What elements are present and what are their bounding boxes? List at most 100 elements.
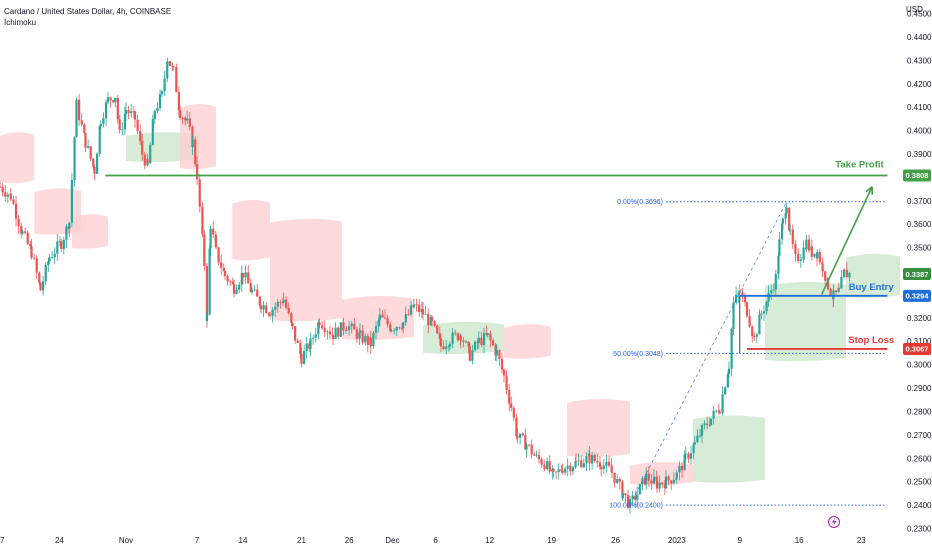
y-tick-label: 0.3100: [907, 337, 932, 346]
candle-body: [794, 253, 797, 254]
candle-body: [231, 281, 234, 284]
candle-body: [543, 465, 546, 470]
y-tick-label: 0.2800: [907, 407, 932, 416]
candle-body: [339, 322, 342, 337]
candle-body: [198, 179, 201, 203]
candle-body: [535, 454, 538, 456]
candle-body: [271, 309, 274, 316]
candle-body: [780, 223, 784, 240]
y-tick-label: 0.2400: [907, 501, 932, 510]
candle-body: [208, 248, 211, 315]
candle-body: [214, 246, 218, 248]
candle-body: [191, 139, 194, 147]
candle-body: [20, 226, 23, 234]
candle-body: [175, 66, 178, 93]
candle-body: [480, 337, 483, 346]
candle-body: [510, 403, 513, 409]
candle-body: [751, 326, 754, 337]
candle-body: [770, 290, 773, 294]
x-tick-label: 16: [795, 536, 804, 545]
candle-body: [106, 97, 110, 103]
candle-body: [772, 289, 775, 291]
candle-body: [548, 461, 551, 472]
cloud-segment: [270, 218, 342, 322]
candle-body: [29, 243, 32, 247]
candle-body: [83, 124, 86, 134]
candle-body: [156, 107, 159, 111]
fibonacci-retracement: 0.00%(0.3696) 50.00%(0.3048) 100.00%(0.240…: [609, 199, 887, 510]
lightning-icon[interactable]: [828, 516, 840, 528]
candle-body: [692, 444, 695, 454]
candle-body: [53, 253, 56, 258]
candle-body: [412, 304, 416, 307]
candle-body: [799, 259, 803, 261]
candle-body: [17, 218, 20, 227]
candle-body: [726, 374, 729, 388]
candle-body: [42, 281, 45, 291]
candle-body: [813, 253, 816, 257]
candle-body: [436, 325, 439, 334]
candle-body: [500, 358, 504, 370]
cloud-segment: [567, 398, 630, 458]
price-tag-bg: [903, 289, 931, 302]
candle-body: [314, 334, 317, 338]
candle-body: [834, 290, 838, 292]
candle-body: [727, 368, 731, 375]
candle-body: [678, 465, 681, 473]
candle-body: [438, 333, 441, 339]
candle-body: [600, 467, 603, 470]
candle-body: [68, 222, 71, 229]
candle-body: [680, 465, 684, 471]
candle-body: [123, 113, 127, 130]
cloud-segment: [693, 415, 765, 483]
candle-body: [569, 465, 572, 472]
candle-body: [209, 228, 212, 249]
candle-body: [530, 444, 533, 455]
candle-body: [610, 471, 614, 473]
candle-body: [279, 301, 282, 303]
candle-body: [468, 346, 471, 361]
cloud-segment: [0, 132, 35, 184]
candle-body: [39, 282, 42, 291]
y-tick-label: 0.2300: [907, 524, 932, 533]
candle-body: [607, 461, 611, 466]
candle-body: [203, 234, 206, 267]
y-tick-label: 0.4300: [907, 56, 932, 65]
candle-body: [205, 314, 209, 321]
candle-body: [636, 494, 639, 500]
candle-body: [762, 311, 766, 314]
candle-body: [624, 493, 627, 496]
candle-body: [560, 469, 563, 471]
candle-body: [358, 330, 362, 333]
cloud-segment: [504, 324, 551, 359]
candle-body: [393, 330, 396, 332]
candle-body: [186, 118, 189, 121]
candle-body: [596, 460, 599, 463]
candle-body: [133, 111, 137, 120]
candle-body: [433, 321, 436, 326]
candle-body: [643, 478, 647, 485]
candle-body: [477, 337, 480, 343]
candle-body: [842, 269, 846, 277]
candle-body: [816, 252, 819, 259]
candle-body: [312, 337, 315, 339]
y-tick-label: 0.2600: [907, 454, 932, 463]
projection-arrow-head: [865, 186, 873, 195]
candle-body: [684, 453, 687, 455]
candle-body: [848, 272, 851, 278]
candle-body: [593, 455, 596, 461]
candle-body: [502, 369, 506, 376]
candle-body: [626, 495, 630, 508]
candle-body: [62, 239, 65, 250]
candle-body: [845, 269, 848, 278]
candle-body: [658, 482, 661, 489]
candle-body: [93, 166, 96, 174]
current-price-tag-bg: [903, 268, 931, 281]
candle-body: [151, 119, 154, 145]
candle-body: [634, 495, 637, 500]
candle-body: [712, 410, 715, 419]
y-tick-label: 0.3900: [907, 150, 932, 159]
x-tick-label: 17: [0, 536, 5, 545]
candle-body: [409, 305, 413, 315]
